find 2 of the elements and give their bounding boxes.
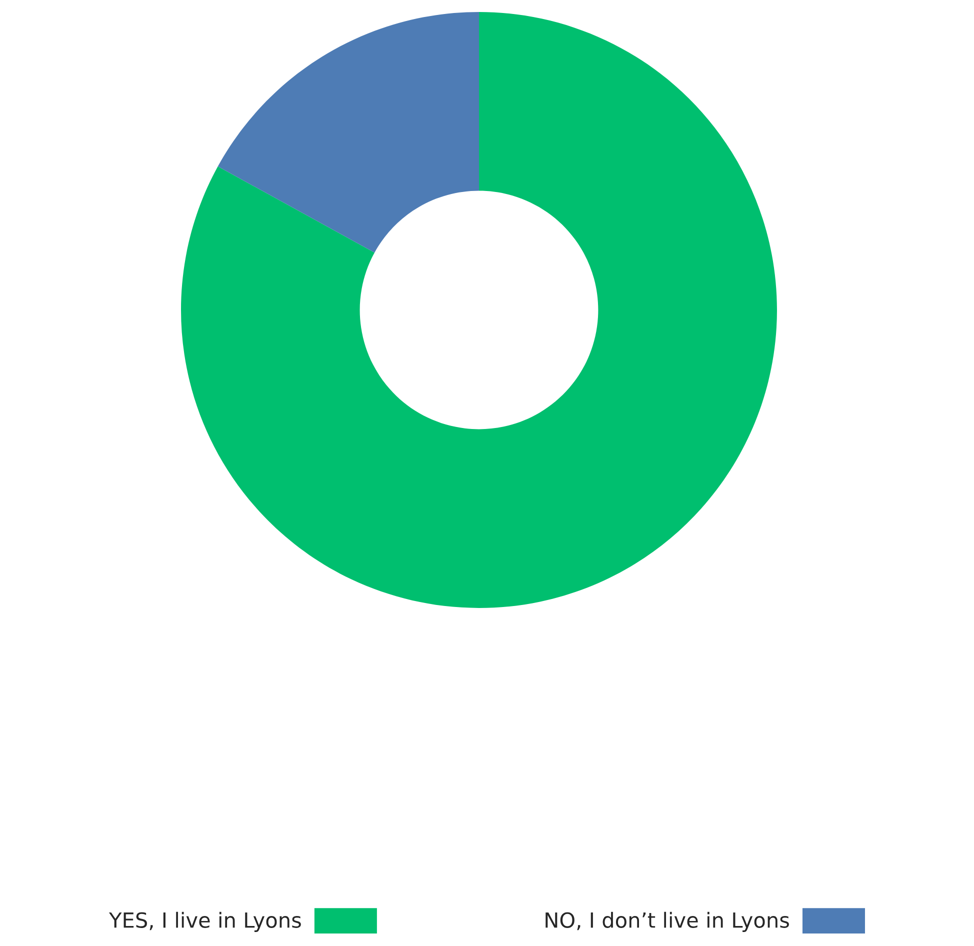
legend-label: NO, I don’t live in Lyons — [546, 912, 789, 932]
legend-label: YES, I live in Lyons — [108, 912, 301, 932]
